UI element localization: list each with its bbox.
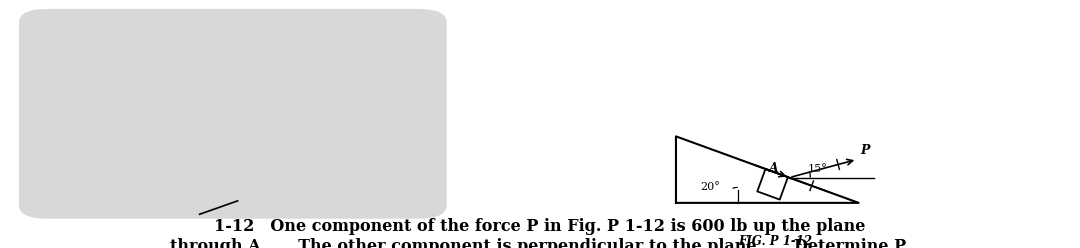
Text: P: P <box>861 144 869 157</box>
Text: 15°: 15° <box>807 164 827 174</box>
FancyBboxPatch shape <box>19 9 447 219</box>
Text: FIG. P 1-12: FIG. P 1-12 <box>739 235 813 248</box>
Text: 20°: 20° <box>701 182 720 192</box>
Text: 1-12 One component of the force P in Fig. P 1-12 is 600 lb up the plane: 1-12 One component of the force P in Fig… <box>214 218 866 235</box>
Text: A: A <box>769 162 779 175</box>
Text: through A.  The other component is perpendicular to the plane.  Determine P.: through A. The other component is perpen… <box>171 238 909 248</box>
